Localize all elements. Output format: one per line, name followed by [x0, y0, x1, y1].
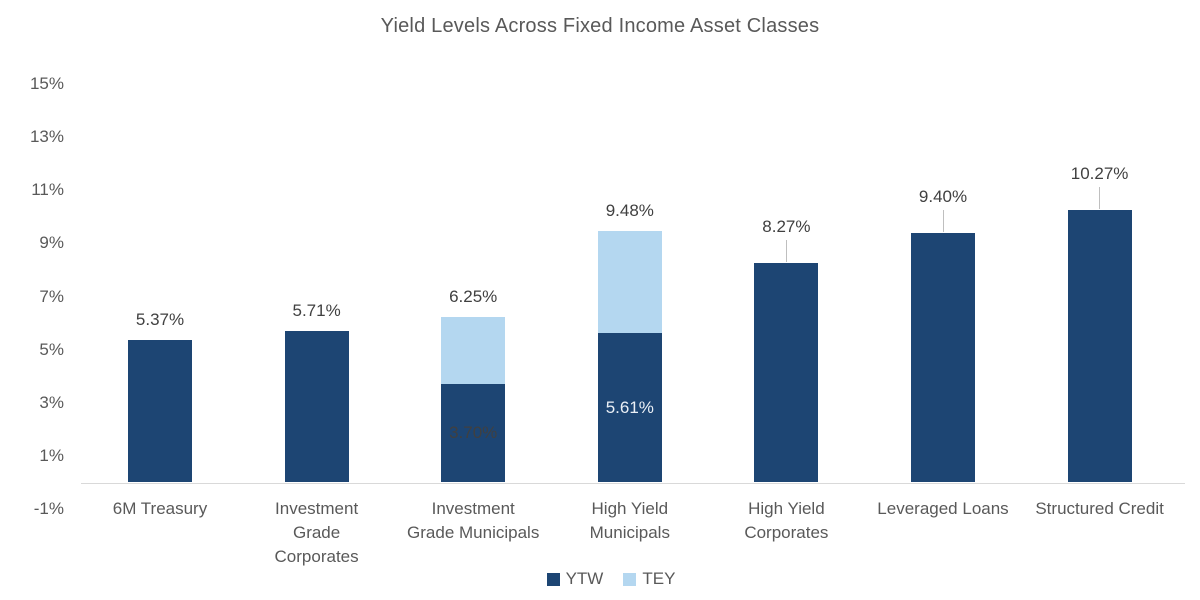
bar-value-label: 8.27%	[762, 216, 811, 236]
category-label: High Yield Municipals	[589, 499, 670, 542]
bar-segment-tey	[441, 316, 506, 385]
bar-segment-tey	[597, 230, 662, 334]
category-label: 6M Treasury	[112, 499, 208, 518]
label-leader-line	[942, 209, 944, 232]
bar-segment-ytw	[597, 333, 662, 483]
bar-segment-ytw	[284, 330, 349, 483]
legend: YTW TEY	[0, 568, 1200, 590]
y-axis-tick-label: 13%	[29, 127, 64, 147]
bar-value-label: 9.48%	[605, 200, 654, 220]
y-axis-tick-label: 15%	[29, 74, 64, 94]
category-label: Investment Grade Municipals	[407, 499, 540, 542]
bar-segment-ytw	[754, 262, 819, 483]
bar-value-label: 6.25%	[449, 286, 498, 306]
bar-segment-ytw	[1067, 209, 1132, 483]
category-label: High Yield Corporates	[744, 499, 829, 542]
bar-value-label: 5.37%	[135, 309, 185, 329]
y-axis-tick-label: 3%	[39, 392, 64, 412]
bar-inside-label: 5.61%	[605, 397, 654, 417]
category-label: Leveraged Loans	[877, 499, 1009, 518]
legend-label-ytw: YTW	[565, 569, 604, 588]
legend-item-tey: TEY	[623, 568, 675, 590]
x-axis-baseline	[81, 482, 1185, 484]
category-label: Structured Credit	[1035, 499, 1164, 518]
bar-segment-ytw	[911, 232, 975, 483]
label-leader-line	[785, 239, 787, 262]
y-axis-tick-label: 11%	[31, 180, 64, 200]
bar-value-label: 10.27%	[1070, 163, 1129, 183]
legend-swatch-ytw	[546, 572, 560, 586]
chart-title: Yield Levels Across Fixed Income Asset C…	[380, 15, 820, 37]
bar-segment-ytw	[441, 384, 506, 483]
bar-value-label: 5.71%	[292, 300, 341, 320]
y-axis-tick-label: 7%	[39, 286, 64, 306]
bar-value-label: 9.40%	[918, 186, 968, 206]
category-label: Investment Grade Corporates	[274, 499, 359, 566]
legend-swatch-tey	[623, 572, 637, 586]
bar-inside-label: 3.70%	[449, 423, 498, 443]
legend-item-ytw: YTW	[546, 568, 604, 590]
legend-label-tey: TEY	[642, 569, 676, 588]
y-axis-tick-label: 1%	[39, 445, 64, 465]
y-axis-tick-label: 9%	[39, 233, 64, 253]
label-leader-line	[1099, 186, 1101, 209]
y-axis-tick-label: 5%	[39, 339, 64, 359]
bar-segment-ytw	[128, 339, 192, 483]
y-axis-tick-label: -1%	[33, 499, 64, 519]
